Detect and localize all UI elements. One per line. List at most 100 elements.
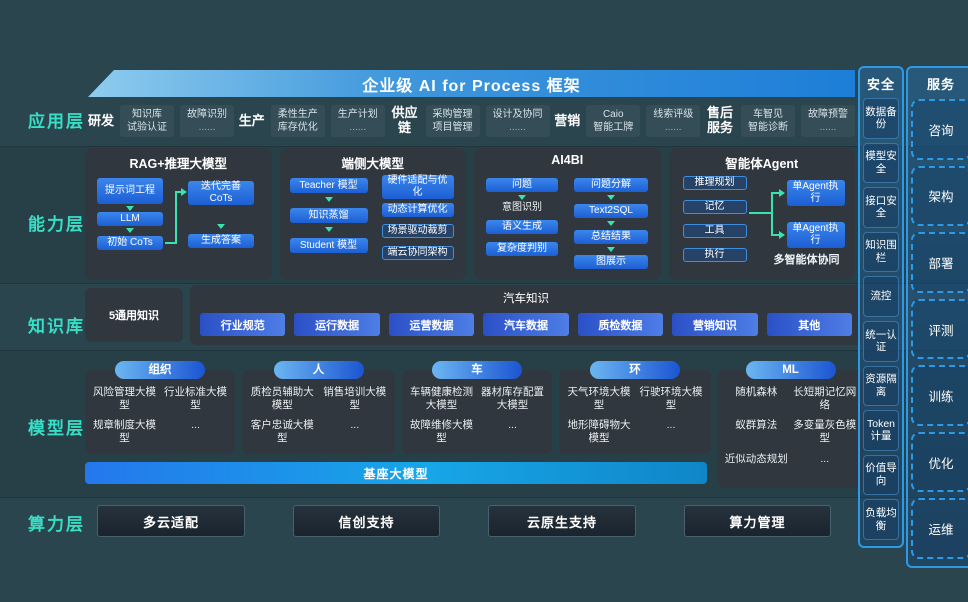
agent-module: 工具 [682,224,747,238]
connector-line [770,192,779,194]
app-chip: 车智见 智能诊断 [740,105,795,137]
app-chip-line: 生产计划 [337,109,378,120]
arrow-right-icon [778,231,785,239]
security-item: 知识围栏 [863,231,899,273]
layer-label-app: 应用层 [28,112,85,131]
compute-box-cloudnative: 云原生支持 [488,505,636,537]
model-cell: 客户忠诚大模型 [250,419,314,445]
model-cell: 行业标准大模型 [164,386,227,412]
general-knowledge-box: 5通用知识 [85,288,183,342]
app-chip-line: 故障预警 [807,109,848,120]
model-group-environment: 环 天气环境大模型 行驶环境大模型 地形障碍物大模型 ... [559,361,711,454]
model-group-pill: 环 [590,361,680,379]
flow-step: 迭代完善CoTs [188,181,254,205]
compute-box-multicloud: 多云适配 [97,505,245,537]
connector-line [748,212,771,214]
app-chip-line: 库存优化 [277,122,318,133]
application-layer: 研发 知识库 试验认证 故障识别 ...... 生产 柔性生产 库存优化 生产计… [88,100,855,142]
security-item: 模型安全 [863,142,899,184]
flow-step: Student 模型 [289,238,368,253]
cap-box-title: AI4BI [551,153,584,167]
cap-box-ai4bi: AI4BI 问题 意图识别 语义生成 复杂度判别 问题分解 Text2SQL 总… [474,148,661,280]
app-group-production: 生产 柔性生产 库存优化 生产计划 ...... [239,105,385,137]
flow-step: 语义生成 [486,220,558,234]
flow-step: Teacher 模型 [289,178,368,193]
model-cell: 随机森林 [735,386,778,398]
app-chip-line: ...... [349,122,367,133]
model-cell: 质检员辅助大模型 [250,386,314,412]
knowledge-chip: 其他 [766,313,852,336]
model-layer: 组织 风险管理大模型 行业标准大模型 规章制度大模型 ... 人 质检员辅助大模… [85,360,863,494]
feature-chip: 动态计算优化 [381,203,454,217]
model-cell: 地形障碍物大模型 [567,419,631,445]
arrow-down-icon [607,221,615,226]
feature-chip: 场景驱动裁剪 [381,224,454,238]
knowledge-chip: 运行数据 [294,313,380,336]
service-item: 咨询 [911,99,968,160]
model-cell: 车辆健康检测大模型 [410,386,473,412]
security-column: 安全 数据备份 模型安全 接口安全 知识围栏 流控 统一认证 资源隔离 Toke… [858,66,904,548]
security-item: 资源隔离 [863,365,899,407]
connector-line [770,192,773,236]
model-cell: 多变量灰色模型 [793,419,857,445]
model-group-people: 人 质检员辅助大模型 销售培训大模型 客户忠诚大模型 ... [242,361,395,454]
app-chip-line: 故障识别 [187,109,228,120]
app-group-label: 售后服务 [706,105,733,135]
app-chip-line: 项目管理 [432,122,473,133]
app-group-label: 营销 [554,112,581,128]
agent-module: 推理规划 [682,176,747,190]
arrow-down-icon [607,195,615,200]
model-cell: ... [666,419,676,432]
model-group-pill: 组织 [115,361,205,379]
service-item: 训练 [911,365,968,426]
app-chip: Caio 智能工牌 [586,105,641,137]
cap-box-title: 智能体Agent [725,157,799,171]
model-cells: 质检员辅助大模型 销售培训大模型 客户忠诚大模型 ... [242,370,395,450]
arrow-right-icon [181,188,187,196]
arrow-down-icon [126,206,134,211]
security-item: 流控 [863,276,899,317]
app-chip-line: 设计及协同 [492,109,543,120]
service-item: 优化 [911,431,968,493]
layer-label-model: 模型层 [28,419,85,438]
auto-knowledge-box: 汽车知识 行业规范 运行数据 运营数据 汽车数据 质检数据 营销知识 其他 [190,285,862,345]
app-group-marketing: 营销 Caio 智能工牌 线索评级 ...... [554,105,701,137]
model-cell: ... [350,419,360,432]
feature-chip: 端云协同架构 [381,246,454,260]
multi-agent-label: 多智能体协同 [773,254,840,266]
knowledge-chip: 质检数据 [577,313,664,336]
app-group-label: 生产 [238,112,265,128]
app-chip: 知识库 试验认证 [120,105,175,137]
model-cell: 故障维修大模型 [410,419,473,445]
service-item: 评测 [911,298,968,360]
model-group-organization: 组织 风险管理大模型 行业标准大模型 规章制度大模型 ... [85,361,235,454]
app-chip-line: 柔性生产 [277,109,318,120]
app-chip-line: ...... [664,122,682,133]
app-chip-line: 智能工牌 [593,122,634,133]
arrow-down-icon [217,224,225,229]
connector-line [175,191,182,193]
app-chip-line: ...... [198,122,216,133]
knowledge-chip: 行业规范 [200,313,286,336]
feature-chip: 硬件适配与优化 [381,175,454,199]
knowledge-chip-row: 行业规范 运行数据 运营数据 汽车数据 质检数据 营销知识 其他 [190,306,862,336]
model-cells: 风险管理大模型 行业标准大模型 规章制度大模型 ... [85,370,235,450]
knowledge-chip: 营销知识 [672,313,758,336]
app-chip-line: 车智见 [752,109,783,120]
app-group-supply-chain: 供应链 采购管理 项目管理 设计及协同 ...... [390,105,550,137]
security-item: 接口安全 [863,187,899,228]
knowledge-chip: 汽车数据 [483,313,569,336]
connector-line [770,234,779,236]
compute-box-management: 算力管理 [684,505,831,537]
app-chip-line: 智能诊断 [747,122,788,133]
services-column: 服务 咨询 架构 部署 评测 训练 优化 运维 [906,66,968,568]
app-chip: 采购管理 项目管理 [425,105,480,137]
arrow-down-icon [607,247,615,252]
arrow-down-icon [324,227,333,232]
service-item: 运维 [911,498,968,560]
model-cell: 近似动态规划 [724,452,788,465]
cap-box-edge-model: 端侧大模型 Teacher 模型 知识蒸馏 Student 模型 硬件适配与优化… [279,148,466,280]
flow-step: 问题 [486,178,558,192]
services-title: 服务 [926,77,955,92]
